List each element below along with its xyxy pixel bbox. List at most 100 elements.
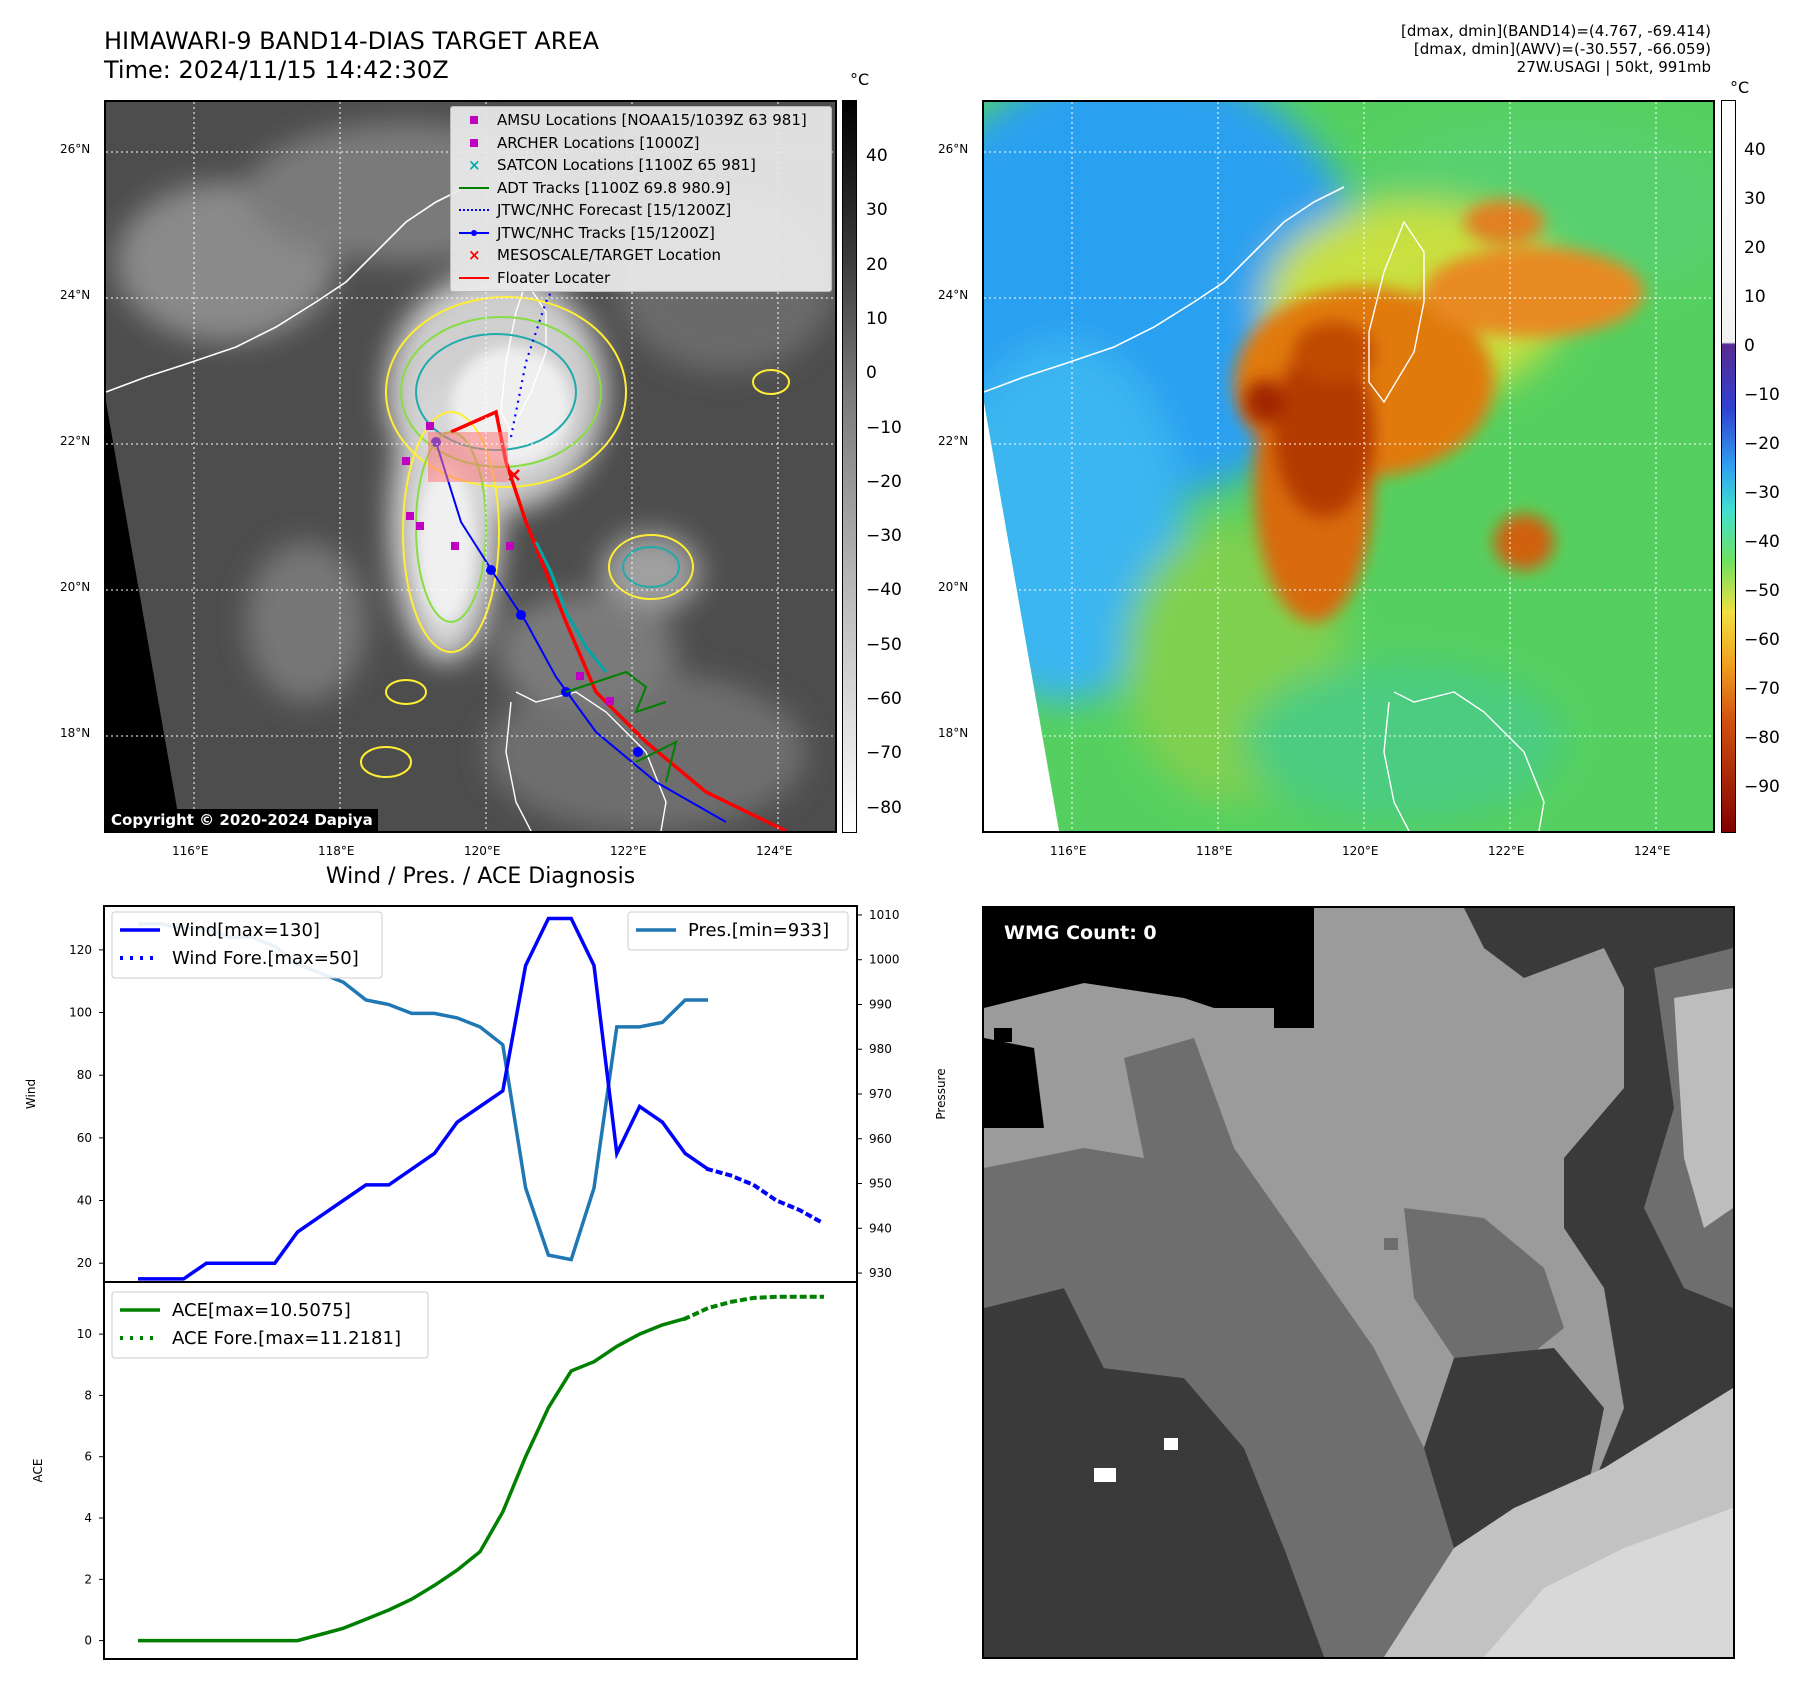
awv-lat-tick: 18°N [938,726,969,740]
legend-entry: ARCHER Locations [1000Z] [459,132,823,155]
track-legend: AMSU Locations [NOAA15/1039Z 63 981] ARCH… [450,106,832,292]
wmg-image [984,908,1733,1657]
colorbar-tick-label: −30 [1744,483,1780,503]
pres-ytick-label: 960 [869,1132,892,1146]
colorbar-tick-label: −80 [866,797,902,818]
diagnosis-chart-title: Wind / Pres. / ACE Diagnosis [325,864,636,889]
awv-colorbar [1721,100,1736,833]
colorbar-tick-label: −20 [866,471,902,492]
wind-series-line [138,916,709,1281]
legend-symbol: × [468,156,481,175]
wmg-panel: WMG Count: 0 [982,906,1735,1659]
colorbar-tick-label: 30 [1744,189,1766,209]
colorbar-tick-label: 40 [1744,140,1766,160]
legend-symbol [459,113,489,127]
chart-legend-label: ACE[max=10.5075] [172,1300,351,1321]
colorbar-tick-label: −30 [866,526,902,547]
chart-legend-box [111,911,383,979]
colorbar-tick-label: −60 [1744,630,1780,650]
ir-lat-tick: 18°N [60,726,91,740]
chart-legend-label: Wind[max=130] [172,920,320,941]
ir-satellite-panel: Copyright © 2020-2024 Dapiya AMSU Locati… [104,100,837,833]
pres-ytick-label: 930 [869,1266,892,1280]
legend-symbol [459,203,489,217]
legend-symbol [459,181,489,195]
info-line-1: [dmax, dmin](BAND14)=(4.767, -69.414) [1400,22,1711,40]
colorbar-tick-label: −40 [866,580,902,601]
wind-ytick-label: 120 [69,943,92,957]
copyright-label: Copyright © 2020-2024 Dapiya [106,809,378,831]
ace-ytick-label: 0 [84,1634,92,1648]
wind-pressure-chart: 20 40 60 80 100 120 930 940 950 960 970 980 990 1000 1… [24,905,948,1283]
legend-entry: JTWC/NHC Tracks [15/1200Z] [459,222,823,245]
wind-ytick-label: 100 [69,1006,92,1020]
ir-lon-tick: 124°E [756,844,793,858]
awv-lon-tick: 116°E [1050,844,1087,858]
pres-ytick-label: 940 [869,1221,892,1235]
colorbar-tick-label: 30 [866,200,888,221]
colorbar-tick-label: 10 [866,308,888,329]
pres-ytick-label: 950 [869,1177,892,1191]
wind-forecast-series-line [705,1166,825,1226]
ir-lat-tick: 24°N [60,288,91,302]
legend-entry: ADT Tracks [1100Z 69.8 980.9] [459,177,823,200]
awv-lat-tick: 24°N [938,288,969,302]
legend-label: ARCHER Locations [1000Z] [497,133,700,152]
ace-ytick-label: 8 [84,1388,92,1402]
wind-axis-label: Wind [24,1079,38,1109]
legend-symbol: × [468,246,481,265]
colorbar-tick-label: −70 [866,743,902,764]
awv-image [984,102,1713,831]
ace-ytick-label: 10 [77,1327,92,1341]
ir-lon-tick: 116°E [172,844,209,858]
ir-lon-tick: 120°E [464,844,501,858]
ir-lat-tick: 22°N [60,434,91,448]
storm-info: [dmax, dmin](BAND14)=(4.767, -69.414) [d… [1401,22,1711,76]
awv-lon-tick: 118°E [1196,844,1233,858]
colorbar-tick-label: −50 [866,634,902,655]
colorbar-tick-label: 0 [1744,336,1755,356]
chart-legend-box [111,1291,429,1359]
colorbar-tick-label: −60 [866,689,902,709]
ace-ytick-label: 2 [84,1572,92,1586]
colorbar-tick-label: 20 [1744,238,1766,258]
diagnosis-charts: 2040608010012093094095096097098099010001… [24,905,948,1660]
colorbar-tick-label: 40 [866,146,888,166]
awv-lat-tick: 22°N [938,434,969,448]
wmg-count-label: WMG Count: 0 [996,918,1165,948]
legend-entry: Floater Locater [459,267,823,290]
ace-forecast-series-line [682,1294,824,1322]
ir-lat-tick: 26°N [60,142,91,156]
colorbar-tick-label: 20 [866,254,888,275]
legend-entry: × MESOSCALE/TARGET Location [459,244,823,267]
wind-ytick-label: 20 [77,1256,92,1270]
awv-colorbar-unit: °C [1730,78,1750,97]
legend-label: SATCON Locations [1100Z 65 981] [497,156,756,174]
wind-ytick-label: 80 [77,1068,92,1082]
awv-lon-tick: 122°E [1488,844,1525,858]
legend-entry: JTWC/NHC Forecast [15/1200Z] [459,199,823,222]
legend-label: ADT Tracks [1100Z 69.8 980.9] [497,178,731,197]
ir-lon-tick: 122°E [610,844,647,858]
legend-label: AMSU Locations [NOAA15/1039Z 63 981] [497,111,807,129]
chart-legend-label: Wind Fore.[max=50] [172,948,359,969]
legend-label: JTWC/NHC Forecast [15/1200Z] [497,201,732,219]
wind-ytick-label: 40 [77,1194,92,1208]
legend-symbol [459,271,489,285]
pres-ytick-label: 970 [869,1087,892,1101]
awv-lon-tick: 124°E [1634,844,1671,858]
wind-ytick-label: 60 [77,1131,92,1145]
awv-lat-tick: 20°N [938,580,969,594]
chart-legend-label: Pres.[min=933] [688,920,829,941]
legend-entry: AMSU Locations [NOAA15/1039Z 63 981] [459,109,823,132]
colorbar-tick-label: −20 [1744,434,1780,454]
colorbar-tick-label: −90 [1744,777,1780,797]
ir-colorbar-unit: °C [850,70,870,89]
ir-colorbar [842,100,857,833]
pres-ytick-label: 990 [869,997,892,1011]
info-line-3: 27W.USAGI | 50kt, 991mb [1516,58,1711,76]
figure-title: HIMAWARI-9 BAND14-DIAS TARGET AREA Time:… [104,27,599,85]
legend-label: JTWC/NHC Tracks [15/1200Z] [497,223,715,242]
legend-label: Floater Locater [497,268,611,287]
legend-symbol [459,226,489,240]
